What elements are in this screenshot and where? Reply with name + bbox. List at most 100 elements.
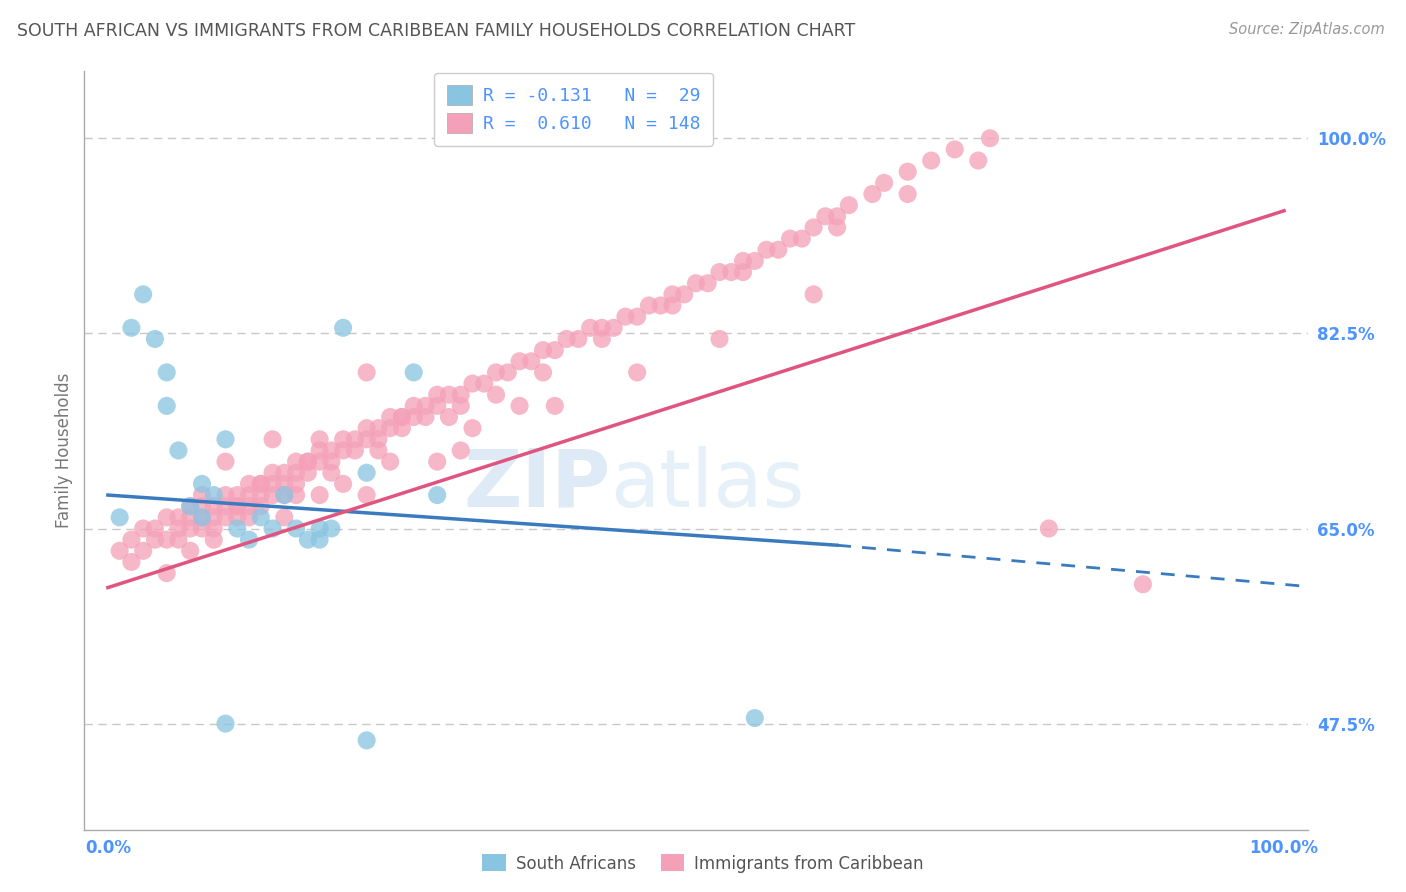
Point (156, 510, 179, 524)
Point (450, 399, 472, 413)
Point (520, 354, 543, 368)
Text: ZIP: ZIP (463, 446, 610, 524)
Point (426, 488, 449, 502)
Point (191, 522, 214, 536)
Point (555, 332, 578, 346)
Point (332, 321, 354, 335)
Point (262, 522, 284, 536)
Point (156, 566, 179, 581)
Point (308, 455, 330, 469)
Point (544, 343, 567, 358)
Point (579, 321, 602, 335)
Point (214, 716, 236, 731)
Point (321, 443, 343, 458)
Point (285, 488, 308, 502)
Point (214, 488, 236, 502)
Point (238, 500, 260, 514)
Point (920, 153, 942, 168)
Point (437, 387, 460, 401)
Point (120, 321, 142, 335)
Point (214, 500, 236, 514)
Point (285, 466, 308, 480)
Point (191, 500, 214, 514)
Point (179, 544, 201, 558)
Point (1132, 577, 1154, 591)
Point (238, 533, 260, 547)
Point (509, 354, 531, 368)
Point (156, 366, 179, 380)
Point (367, 421, 389, 435)
Point (626, 366, 648, 380)
Point (308, 533, 330, 547)
Point (214, 455, 236, 469)
Point (509, 399, 531, 413)
Point (191, 510, 214, 524)
Point (343, 433, 366, 447)
Point (426, 455, 449, 469)
Point (943, 143, 966, 157)
Point (191, 488, 214, 502)
Point (120, 555, 142, 569)
Point (226, 488, 249, 502)
Point (685, 277, 707, 291)
Point (496, 366, 519, 380)
Point (262, 433, 284, 447)
Point (437, 410, 460, 425)
Point (132, 522, 155, 536)
Point (356, 433, 378, 447)
Point (308, 433, 330, 447)
Point (391, 410, 413, 425)
Point (803, 287, 825, 301)
Point (156, 399, 179, 413)
Legend: R = -0.131   N =  29, R =  0.610   N = 148: R = -0.131 N = 29, R = 0.610 N = 148 (434, 73, 713, 146)
Point (731, 265, 754, 279)
Point (485, 387, 508, 401)
Point (709, 332, 731, 346)
Point (367, 433, 389, 447)
Point (531, 343, 554, 358)
Legend: South Africans, Immigrants from Caribbean: South Africans, Immigrants from Caribbea… (475, 847, 931, 880)
Point (167, 522, 190, 536)
Point (321, 522, 343, 536)
Point (273, 510, 295, 524)
Point (531, 366, 554, 380)
Point (472, 376, 495, 391)
Point (661, 299, 683, 313)
Point (273, 466, 295, 480)
Point (814, 210, 837, 224)
Point (450, 387, 472, 401)
Y-axis label: Family Households: Family Households (55, 373, 73, 528)
Point (179, 522, 201, 536)
Text: SOUTH AFRICAN VS IMMIGRANTS FROM CARIBBEAN FAMILY HOUSEHOLDS CORRELATION CHART: SOUTH AFRICAN VS IMMIGRANTS FROM CARIBBE… (17, 22, 855, 40)
Point (356, 366, 378, 380)
Point (591, 321, 613, 335)
Point (544, 399, 567, 413)
Point (825, 220, 848, 235)
Point (226, 500, 249, 514)
Point (273, 488, 295, 502)
Point (143, 522, 166, 536)
Point (967, 153, 990, 168)
Point (402, 366, 425, 380)
Point (591, 332, 613, 346)
Point (262, 477, 284, 491)
Point (297, 455, 319, 469)
Point (308, 488, 330, 502)
Text: atlas: atlas (610, 446, 804, 524)
Point (262, 488, 284, 502)
Text: Source: ZipAtlas.com: Source: ZipAtlas.com (1229, 22, 1385, 37)
Point (485, 366, 508, 380)
Point (1038, 522, 1060, 536)
Point (979, 131, 1001, 145)
Point (356, 733, 378, 747)
Point (367, 443, 389, 458)
Point (179, 510, 201, 524)
Point (803, 220, 825, 235)
Point (744, 711, 766, 725)
Point (108, 510, 131, 524)
Point (132, 544, 155, 558)
Point (226, 500, 249, 514)
Point (179, 500, 201, 514)
Point (755, 243, 778, 257)
Point (461, 421, 484, 435)
